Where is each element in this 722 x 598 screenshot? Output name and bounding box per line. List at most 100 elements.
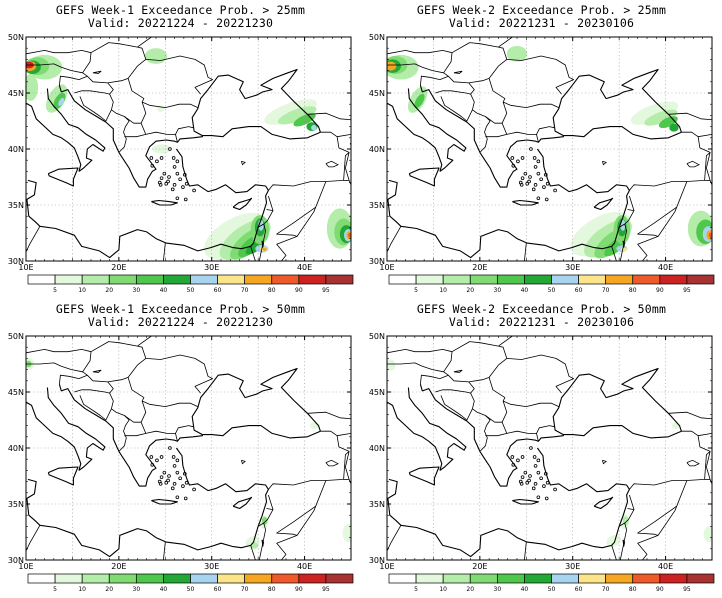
panel-valid-dates: Valid: 20221231 - 20230106 xyxy=(448,315,635,329)
colorbar-swatch xyxy=(469,274,498,285)
colorbar-swatch xyxy=(578,573,607,584)
country-border xyxy=(345,152,351,187)
coastline xyxy=(593,197,614,211)
country-border xyxy=(26,42,138,55)
country-border xyxy=(74,389,110,394)
island-outline xyxy=(168,446,172,450)
precip-probability-contour xyxy=(245,240,264,255)
latitude-label: 45N xyxy=(369,388,385,397)
country-border xyxy=(657,506,678,536)
country-border xyxy=(536,134,539,143)
island-outline xyxy=(170,187,175,192)
precip-probability-contour xyxy=(669,123,679,132)
precip-probability-contour xyxy=(277,106,317,125)
lake-outline xyxy=(92,70,102,74)
coastline xyxy=(387,401,443,471)
island-outline xyxy=(175,196,180,201)
country-border xyxy=(524,542,527,560)
coastline xyxy=(47,466,79,486)
colorbar-swatch xyxy=(54,274,83,285)
island-outline xyxy=(532,455,537,459)
colorbar-swatch xyxy=(551,274,579,285)
island-outline xyxy=(150,164,155,168)
colorbar-swatch xyxy=(388,573,417,584)
island-outline xyxy=(167,474,171,478)
precip-probability-contour xyxy=(620,247,628,252)
coastline xyxy=(593,496,614,510)
island-outline xyxy=(533,482,538,486)
colorbar-swatch xyxy=(659,573,688,584)
colorbar-label: 30 xyxy=(133,287,141,294)
panel-valid-dates: Valid: 20221224 - 20221230 xyxy=(87,315,274,329)
island-outline xyxy=(533,165,538,169)
island-outline xyxy=(181,484,185,488)
colorbar-swatch xyxy=(524,573,552,584)
latitude-label: 35N xyxy=(369,500,385,509)
country-border xyxy=(387,525,402,552)
coastline xyxy=(191,68,321,137)
country-border xyxy=(59,75,88,86)
island-outline xyxy=(542,484,546,488)
island-outline xyxy=(175,495,180,500)
colorbar-swatch xyxy=(659,274,688,285)
island-outline xyxy=(166,179,170,184)
colorbar-label: 90 xyxy=(656,287,664,294)
island-outline xyxy=(523,470,528,475)
colorbar-label: 50 xyxy=(548,586,556,593)
country-border xyxy=(524,243,527,261)
colorbar-swatch xyxy=(325,573,354,584)
colorbar-label: 50 xyxy=(548,287,556,294)
latitude-label: 40N xyxy=(8,145,24,154)
country-border xyxy=(307,411,351,437)
colorbar-label: 60 xyxy=(575,287,583,294)
colorbar-label: 30 xyxy=(494,586,502,593)
colorbar-label: 70 xyxy=(602,586,610,593)
colorbar-label: 70 xyxy=(241,586,249,593)
country-border xyxy=(387,226,402,253)
lake-outline xyxy=(453,369,463,373)
island-outline xyxy=(536,196,541,201)
panel-week2-50mm: GEFS Week-2 Exceedance Prob. > 50mm Vali… xyxy=(361,299,722,598)
island-outline xyxy=(545,181,550,186)
colorbar-swatch xyxy=(442,573,471,584)
coastline xyxy=(26,447,269,558)
colorbar-label: 90 xyxy=(656,586,664,593)
country-border xyxy=(501,101,508,124)
country-border xyxy=(706,451,712,485)
colorbar-swatch xyxy=(108,274,137,285)
panel-week1-50mm: GEFS Week-1 Exceedance Prob. > 50mm Vali… xyxy=(0,299,361,598)
colorbar-label: 70 xyxy=(241,287,249,294)
island-outline xyxy=(159,455,164,459)
longitude-label: 30E xyxy=(204,562,219,571)
island-outline xyxy=(533,464,538,468)
colorbar-label: 30 xyxy=(494,287,502,294)
island-outline xyxy=(155,159,159,164)
country-border xyxy=(637,480,688,560)
coastline xyxy=(407,88,467,172)
island-outline xyxy=(155,458,159,463)
coastline xyxy=(26,148,269,259)
colorbar-swatch xyxy=(415,274,444,285)
panel-week1-25mm: GEFS Week-1 Exceedance Prob. > 25mm Vali… xyxy=(0,0,361,299)
country-border xyxy=(145,55,213,95)
country-border xyxy=(485,116,508,138)
country-border xyxy=(501,400,508,423)
colorbar-swatch xyxy=(217,274,246,285)
latitude-label: 45N xyxy=(8,89,24,98)
longitude-label: 40E xyxy=(297,263,312,272)
country-border xyxy=(468,46,508,84)
coastline xyxy=(387,447,630,558)
country-border xyxy=(420,374,449,385)
country-border xyxy=(629,430,711,490)
island-outline xyxy=(529,147,533,151)
country-border xyxy=(387,341,499,354)
island-outline xyxy=(527,478,531,483)
country-border xyxy=(26,362,130,452)
colorbar-swatch xyxy=(27,573,56,584)
colorbar-swatch xyxy=(298,274,327,285)
coastline xyxy=(512,498,539,505)
colorbar-label: 20 xyxy=(105,586,113,593)
lake-outline xyxy=(622,240,626,248)
colorbar-swatch xyxy=(244,274,273,285)
